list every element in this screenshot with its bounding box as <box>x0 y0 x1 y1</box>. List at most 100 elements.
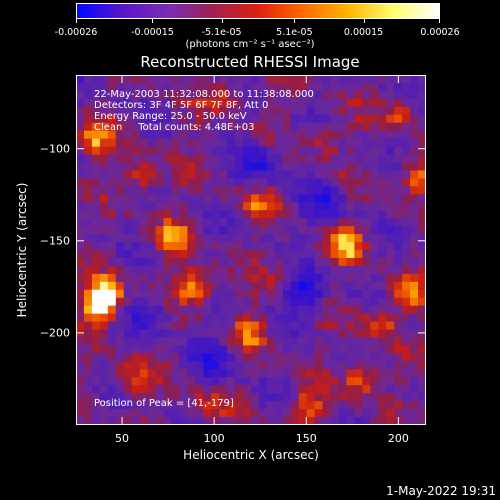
heatmap-cell <box>330 377 339 386</box>
heatmap-cell <box>203 321 212 331</box>
heatmap-cell <box>76 234 85 243</box>
heatmap-cell <box>91 178 101 187</box>
heatmap-cell <box>115 401 125 410</box>
heatmap-cell <box>354 417 363 425</box>
heatmap-cell <box>91 377 101 386</box>
heatmap-cell <box>322 194 332 203</box>
heatmap-cell <box>306 401 316 410</box>
heatmap-cell <box>83 353 93 362</box>
heatmap-cell <box>290 194 300 203</box>
heatmap-cell <box>362 106 371 116</box>
heatmap-cell <box>290 257 300 267</box>
heatmap-cell <box>386 417 395 425</box>
heatmap-cell <box>266 130 276 140</box>
heatmap-cell <box>274 369 284 378</box>
heatmap-cell <box>211 329 220 338</box>
heatmap-cell <box>258 226 268 235</box>
heatmap-cell <box>290 170 300 179</box>
heatmap-cell <box>139 154 149 163</box>
heatmap-cell <box>171 178 180 187</box>
heatmap-cell <box>290 146 300 156</box>
heatmap-cell <box>155 90 164 100</box>
heatmap-cell <box>346 98 355 108</box>
heatmap-cell <box>76 154 85 163</box>
heatmap-cell <box>203 146 212 156</box>
heatmap-cell <box>386 114 395 124</box>
heatmap-cell <box>370 385 379 394</box>
heatmap-cell <box>123 329 133 338</box>
heatmap-cell <box>107 82 117 92</box>
heatmap-cell <box>155 98 164 108</box>
heatmap-cell <box>298 170 308 179</box>
heatmap-cell <box>346 178 355 187</box>
heatmap-cell <box>346 353 355 362</box>
heatmap-cell <box>258 377 268 386</box>
heatmap-cell <box>418 178 426 187</box>
heatmap-cell <box>362 273 371 283</box>
heatmap-cell <box>195 297 204 307</box>
heatmap-cell <box>410 186 419 195</box>
heatmap-cell <box>338 202 347 211</box>
heatmap-cell <box>227 353 236 362</box>
heatmap-cell <box>195 313 204 323</box>
heatmap-cell <box>219 305 228 315</box>
heatmap-cell <box>410 138 419 148</box>
heatmap-cell <box>298 242 308 251</box>
heatmap-cell <box>107 194 117 203</box>
heatmap-cell <box>131 186 141 195</box>
heatmap-cell <box>171 305 180 315</box>
heatmap-cell <box>402 289 411 299</box>
heatmap-cell <box>306 265 316 275</box>
heatmap-cell <box>227 289 236 299</box>
heatmap-cell <box>211 226 220 235</box>
heatmap-cell <box>410 106 419 116</box>
heatmap-cell <box>266 146 276 156</box>
heatmap-cell <box>195 250 204 259</box>
heatmap-cell <box>290 265 300 275</box>
heatmap-cell <box>123 75 133 84</box>
heatmap-cell <box>314 202 324 211</box>
heatmap-cell <box>99 313 109 323</box>
heatmap-cell <box>338 170 347 179</box>
heatmap-cell <box>418 257 426 267</box>
heatmap-cell <box>306 114 316 124</box>
heatmap-cell <box>394 321 403 331</box>
heatmap-cell <box>346 273 355 283</box>
heatmap-cell <box>123 106 133 116</box>
heatmap-cell <box>306 194 316 203</box>
heatmap-cell <box>211 377 220 386</box>
heatmap-cell <box>147 369 157 378</box>
heatmap-cell <box>123 90 133 100</box>
heatmap-cell <box>354 210 363 219</box>
heatmap-cell <box>123 313 133 323</box>
heatmap-cell <box>346 361 355 370</box>
heatmap-cell <box>394 401 403 410</box>
heatmap-cell <box>147 218 157 227</box>
heatmap-cell <box>76 361 85 370</box>
heatmap-cell <box>139 265 149 275</box>
heatmap-cell <box>274 409 284 418</box>
heatmap-cell <box>91 401 101 410</box>
heatmap-cell <box>187 329 196 338</box>
heatmap-cell <box>211 289 220 299</box>
heatmap-cell <box>251 154 260 163</box>
heatmap-cell <box>243 138 252 148</box>
heatmap-cell <box>227 210 236 219</box>
heatmap-cell <box>171 409 180 418</box>
heatmap-cell <box>171 257 180 267</box>
heatmap-cell <box>330 82 339 92</box>
heatmap-cell <box>131 194 141 203</box>
heatmap-cell <box>83 409 93 418</box>
heatmap-cell <box>386 297 395 307</box>
heatmap-cell <box>354 154 363 163</box>
heatmap-cell <box>322 98 332 108</box>
heatmap-cell <box>187 297 196 307</box>
heatmap-cell <box>251 281 260 291</box>
heatmap-cell <box>402 401 411 410</box>
heatmap-cell <box>76 369 85 378</box>
heatmap-cell <box>306 409 316 418</box>
heatmap-cell <box>314 281 324 291</box>
heatmap-cell <box>155 273 164 283</box>
heatmap-cell <box>171 106 180 116</box>
heatmap-cell <box>235 289 244 299</box>
